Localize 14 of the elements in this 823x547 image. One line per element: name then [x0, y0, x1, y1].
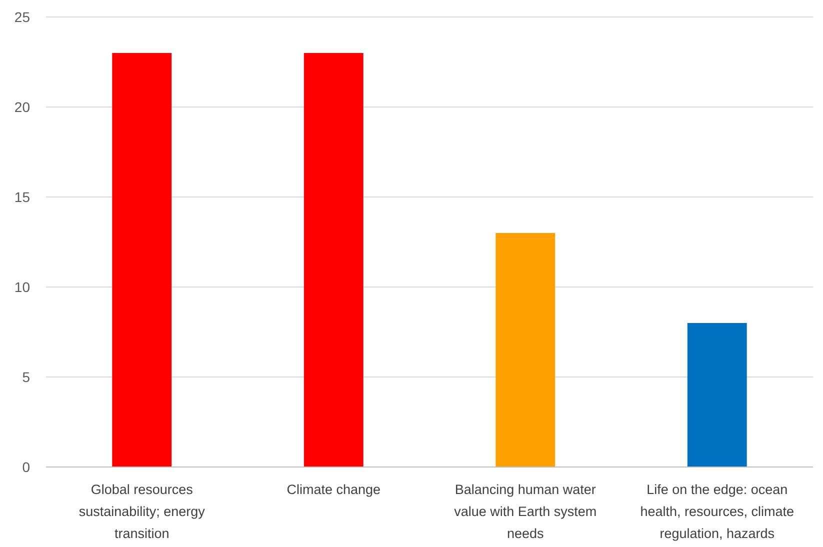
- bar: [112, 53, 172, 467]
- y-tick-label: 25: [14, 8, 30, 25]
- y-tick-label: 20: [14, 98, 30, 115]
- bar: [496, 233, 556, 467]
- y-tick-label: 10: [14, 278, 30, 295]
- bar: [304, 53, 364, 467]
- x-tick-label: Balancing human water value with Earth system needs: [454, 482, 597, 541]
- y-tick-label: 5: [22, 368, 30, 385]
- y-tick-label: 15: [14, 188, 30, 205]
- bar: [687, 323, 747, 467]
- x-tick-label: Global resources sustainability; energy transition: [78, 482, 206, 541]
- x-tick-label: Life on the edge: ocean health, resources, climate regulation, hazards: [640, 482, 794, 541]
- x-tick-label: Climate change: [286, 482, 381, 497]
- y-tick-label: 0: [22, 458, 30, 475]
